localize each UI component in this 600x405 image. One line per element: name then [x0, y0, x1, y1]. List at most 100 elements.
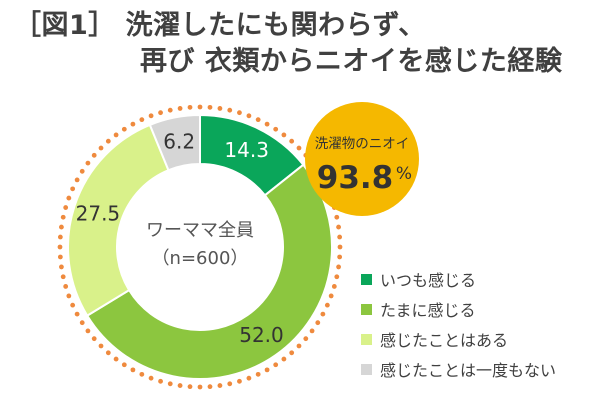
ring-dot: [281, 356, 287, 362]
ring-dot: [273, 126, 279, 132]
ring-dot: [296, 343, 302, 349]
ring-dot: [246, 375, 252, 381]
ring-dot: [331, 284, 337, 289]
ring-dot: [296, 145, 302, 151]
title-line-1: ［図1］ 洗濯したにも関わらず、: [14, 10, 426, 41]
ring-dot: [324, 302, 330, 308]
donut-slice: [85, 163, 333, 380]
ring-dot: [197, 104, 203, 110]
ring-dot: [57, 234, 63, 240]
legend-swatch: [361, 333, 372, 345]
ring-dot: [85, 160, 91, 166]
ring-dot: [139, 371, 145, 377]
ring-dot: [303, 336, 309, 342]
ring-dot: [167, 381, 173, 387]
ring-dot: [281, 132, 287, 138]
center-sublabel: （n=600）: [152, 248, 249, 269]
ring-dot: [63, 284, 69, 289]
ring-dot: [74, 311, 80, 317]
ring-dot: [177, 383, 183, 388]
ring-dot: [130, 367, 136, 373]
center-label: ワーママ全員: [146, 220, 254, 241]
ring-dot: [79, 320, 85, 326]
title-line-2: 再び 衣類からニオイを感じた経験: [140, 46, 563, 77]
ring-dot: [337, 234, 343, 240]
ring-dot: [79, 168, 85, 174]
ring-dot: [63, 205, 69, 210]
ring-dot: [57, 254, 63, 260]
donut-slice: [148, 113, 201, 172]
ring-dot: [309, 328, 315, 334]
ring-dot: [207, 104, 213, 110]
ring-dot: [337, 244, 343, 250]
ring-dot: [289, 138, 295, 144]
donut-slice: [67, 123, 170, 317]
ring-dot: [246, 113, 252, 119]
ring-dot: [105, 350, 111, 356]
ring-dot: [337, 254, 343, 260]
ring-dot: [320, 311, 326, 317]
ring-dot: [207, 384, 213, 390]
ring-dot: [334, 214, 340, 220]
legend-label: 感じたことは一度もない: [380, 361, 557, 380]
ring-dot: [98, 343, 104, 349]
ring-dot: [139, 117, 145, 123]
ring-dot: [60, 214, 66, 220]
legend-item-sometimes: たまに感じる: [361, 294, 556, 324]
ring-dot: [105, 138, 111, 144]
ring-dot: [255, 117, 261, 123]
ring-dot: [334, 274, 340, 280]
ring-dot: [113, 356, 119, 362]
ring-dot: [148, 375, 154, 381]
ring-dot: [148, 113, 154, 119]
ring-dot: [336, 224, 341, 230]
ring-dot: [255, 371, 261, 377]
ring-dot: [315, 320, 321, 326]
ring-dot: [121, 126, 127, 132]
ring-dot: [227, 381, 233, 387]
ring-dot: [66, 293, 72, 299]
ring-dot: [74, 177, 80, 183]
legend-label: いつも感じる: [380, 271, 477, 290]
ring-dot: [227, 107, 233, 113]
ring-dot: [158, 110, 163, 116]
callout-value: 93.8: [317, 160, 394, 196]
ring-dot: [158, 378, 163, 384]
chart-title: ［図1］ 洗濯したにも関わらず、 再び 衣類からニオイを感じた経験: [14, 8, 594, 80]
callout-circle: [305, 102, 419, 216]
ring-dot: [328, 293, 334, 299]
ring-dot: [60, 274, 66, 280]
ring-dot: [66, 195, 72, 201]
ring-dot: [59, 264, 64, 270]
legend-item-never: 感じたことは一度もない: [361, 354, 556, 384]
donut-slices: [67, 113, 333, 380]
ring-dot: [113, 132, 119, 138]
ring-dot: [98, 145, 104, 151]
ring-dot: [57, 244, 63, 250]
ring-dot: [187, 104, 193, 110]
legend-item-have-felt: 感じたことはある: [361, 324, 556, 354]
slice-value-label: 27.5: [76, 202, 121, 226]
value-labels: 14.3 52.0 27.5 6.2: [76, 130, 284, 348]
ring-dot: [217, 383, 223, 388]
ring-dot: [130, 121, 136, 127]
callout-badge: 洗濯物のニオイ 93.8 %: [305, 102, 419, 216]
ring-dot: [237, 378, 242, 384]
slice-value-label: 52.0: [239, 323, 284, 347]
legend-swatch: [361, 363, 372, 375]
slice-value-label: 14.3: [224, 138, 269, 162]
legend: いつも感じる たまに感じる 感じたことはある 感じたことは一度もない: [361, 264, 556, 384]
ring-dot: [177, 106, 183, 111]
ring-dot: [264, 121, 270, 127]
ring-dot: [70, 186, 76, 192]
ring-dot: [121, 362, 127, 368]
ring-dot: [336, 264, 341, 270]
ring-dot: [59, 224, 64, 230]
legend-label: 感じたことはある: [380, 331, 509, 350]
ring-dot: [289, 350, 295, 356]
callout-label: 洗濯物のニオイ: [315, 136, 410, 152]
ring-dot: [217, 106, 223, 111]
ring-dot: [187, 384, 193, 390]
legend-label: たまに感じる: [380, 301, 476, 320]
